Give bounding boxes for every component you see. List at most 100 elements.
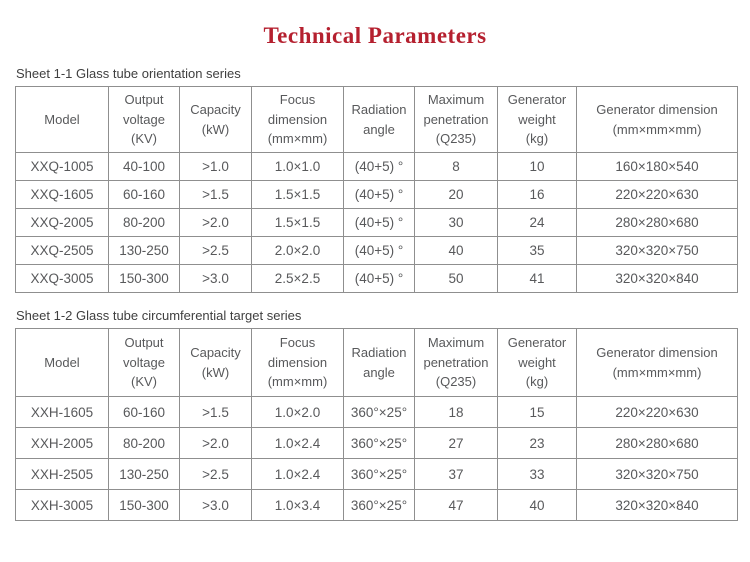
table-cell: 320×320×750 xyxy=(576,458,738,490)
table-cell: 1.0×3.4 xyxy=(251,489,344,521)
table-cell: 15 xyxy=(497,396,577,428)
table-cell: 130-250 xyxy=(108,458,180,490)
col-header-generator-dimension: Generator dimension (mm×mm×mm) xyxy=(576,86,738,153)
col-header-max-penetration: Maximum penetration (Q235) xyxy=(414,86,498,153)
table-cell: 360°×25° xyxy=(343,458,415,490)
section-sheet-1-1: Sheet 1-1 Glass tube orientation series … xyxy=(0,66,750,293)
table-cell: 2.0×2.0 xyxy=(251,236,344,265)
table-row: XXQ-2005 80-200 >2.0 1.5×1.5 (40+5) ° 30 24 280… xyxy=(15,208,738,237)
table-cell: 360°×25° xyxy=(343,427,415,459)
table-cell: 130-250 xyxy=(108,236,180,265)
table-cell: 2.5×2.5 xyxy=(251,264,344,293)
col-header-model: Model xyxy=(15,86,109,153)
col-header-focus-dimension: Focus dimension (mm×mm) xyxy=(251,86,344,153)
table-cell: 35 xyxy=(497,236,577,265)
table-cell: 360°×25° xyxy=(343,489,415,521)
table-row: XXQ-3005 150-300 >3.0 2.5×2.5 (40+5) ° 50 41 32… xyxy=(15,264,738,293)
table-cell: (40+5) ° xyxy=(343,236,415,265)
col-header-radiation-angle: Radiation angle xyxy=(343,328,415,397)
table-row: XXH-1605 60-160 >1.5 1.0×2.0 360°×25° 18 15 220… xyxy=(15,396,738,428)
table-cell: 160×180×540 xyxy=(576,152,738,181)
col-header-output-voltage: Output voltage (KV) xyxy=(108,86,180,153)
table-cell: >2.5 xyxy=(179,458,252,490)
table-row: XXQ-1605 60-160 >1.5 1.5×1.5 (40+5) ° 20 16 220… xyxy=(15,180,738,209)
table-row: XXH-3005 150-300 >3.0 1.0×3.4 360°×25° 47 40 32… xyxy=(15,489,738,521)
table-cell: 24 xyxy=(497,208,577,237)
table-cell: XXQ-1005 xyxy=(15,152,109,181)
col-header-output-voltage: Output voltage (KV) xyxy=(108,328,180,397)
table-cell: 27 xyxy=(414,427,498,459)
table-cell: (40+5) ° xyxy=(343,208,415,237)
table-cell: XXQ-3005 xyxy=(15,264,109,293)
table-cell: 320×320×840 xyxy=(576,489,738,521)
table-cell: >3.0 xyxy=(179,489,252,521)
col-header-radiation-angle: Radiation angle xyxy=(343,86,415,153)
table-2-caption: Sheet 1-2 Glass tube circumferential tar… xyxy=(16,308,302,323)
table-cell: 150-300 xyxy=(108,489,180,521)
table-cell: 20 xyxy=(414,180,498,209)
table-2-header-row: Model Output voltage (KV) Capacity (kW) … xyxy=(15,328,738,397)
table-cell: 280×280×680 xyxy=(576,208,738,237)
table-cell: 40-100 xyxy=(108,152,180,181)
table-cell: 1.0×2.4 xyxy=(251,427,344,459)
table-row: XXQ-1005 40-100 >1.0 1.0×1.0 (40+5) ° 8 10 160×… xyxy=(15,152,738,181)
table-cell: 50 xyxy=(414,264,498,293)
table-cell: 280×280×680 xyxy=(576,427,738,459)
table-cell: 47 xyxy=(414,489,498,521)
table-cell: XXQ-2005 xyxy=(15,208,109,237)
table-cell: 220×220×630 xyxy=(576,180,738,209)
table-cell: 60-160 xyxy=(108,180,180,209)
table-cell: XXQ-1605 xyxy=(15,180,109,209)
table-cell: 23 xyxy=(497,427,577,459)
table-cell: >2.0 xyxy=(179,208,252,237)
col-header-capacity: Capacity (kW) xyxy=(179,328,252,397)
table-1-caption: Sheet 1-1 Glass tube orientation series xyxy=(16,66,241,81)
table-cell: XXH-1605 xyxy=(15,396,109,428)
col-header-generator-weight: Generator weight (kg) xyxy=(497,328,577,397)
page: Technical Parameters Sheet 1-1 Glass tub… xyxy=(0,23,750,521)
table-cell: 41 xyxy=(497,264,577,293)
section-sheet-1-2: Sheet 1-2 Glass tube circumferential tar… xyxy=(0,308,750,521)
col-header-capacity: Capacity (kW) xyxy=(179,86,252,153)
table-glass-tube-circumferential: Model Output voltage (KV) Capacity (kW) … xyxy=(15,328,738,521)
table-cell: XXH-2505 xyxy=(15,458,109,490)
table-cell: (40+5) ° xyxy=(343,152,415,181)
table-cell: 18 xyxy=(414,396,498,428)
table-cell: 150-300 xyxy=(108,264,180,293)
table-cell: >1.0 xyxy=(179,152,252,181)
table-cell: XXH-3005 xyxy=(15,489,109,521)
table-cell: 360°×25° xyxy=(343,396,415,428)
table-cell: >2.0 xyxy=(179,427,252,459)
table-row: XXQ-2505 130-250 >2.5 2.0×2.0 (40+5) ° 40 35 32… xyxy=(15,236,738,265)
col-header-model: Model xyxy=(15,328,109,397)
table-cell: (40+5) ° xyxy=(343,264,415,293)
col-header-generator-weight: Generator weight (kg) xyxy=(497,86,577,153)
table-cell: XXH-2005 xyxy=(15,427,109,459)
table-cell: 16 xyxy=(497,180,577,209)
table-glass-tube-orientation: Model Output voltage (KV) Capacity (kW) … xyxy=(15,86,738,293)
table-2-body: XXH-1605 60-160 >1.5 1.0×2.0 360°×25° 18 15 220… xyxy=(15,396,738,521)
table-cell: 60-160 xyxy=(108,396,180,428)
table-cell: 320×320×840 xyxy=(576,264,738,293)
table-1-header-row: Model Output voltage (KV) Capacity (kW) … xyxy=(15,86,738,153)
table-row: XXH-2005 80-200 >2.0 1.0×2.4 360°×25° 27 23 280… xyxy=(15,427,738,459)
table-cell: 30 xyxy=(414,208,498,237)
table-cell: 1.0×1.0 xyxy=(251,152,344,181)
table-1-body: XXQ-1005 40-100 >1.0 1.0×1.0 (40+5) ° 8 10 160×… xyxy=(15,152,738,293)
table-cell: >3.0 xyxy=(179,264,252,293)
col-header-focus-dimension: Focus dimension (mm×mm) xyxy=(251,328,344,397)
table-cell: 80-200 xyxy=(108,208,180,237)
col-header-max-penetration: Maximum penetration (Q235) xyxy=(414,328,498,397)
table-cell: (40+5) ° xyxy=(343,180,415,209)
table-cell: 1.5×1.5 xyxy=(251,208,344,237)
table-cell: 220×220×630 xyxy=(576,396,738,428)
table-cell: XXQ-2505 xyxy=(15,236,109,265)
col-header-generator-dimension: Generator dimension (mm×mm×mm) xyxy=(576,328,738,397)
table-cell: 33 xyxy=(497,458,577,490)
table-cell: 40 xyxy=(414,236,498,265)
page-title: Technical Parameters xyxy=(263,23,487,48)
table-cell: >1.5 xyxy=(179,396,252,428)
table-cell: 1.0×2.0 xyxy=(251,396,344,428)
table-cell: 40 xyxy=(497,489,577,521)
table-row: XXH-2505 130-250 >2.5 1.0×2.4 360°×25° 37 33 32… xyxy=(15,458,738,490)
